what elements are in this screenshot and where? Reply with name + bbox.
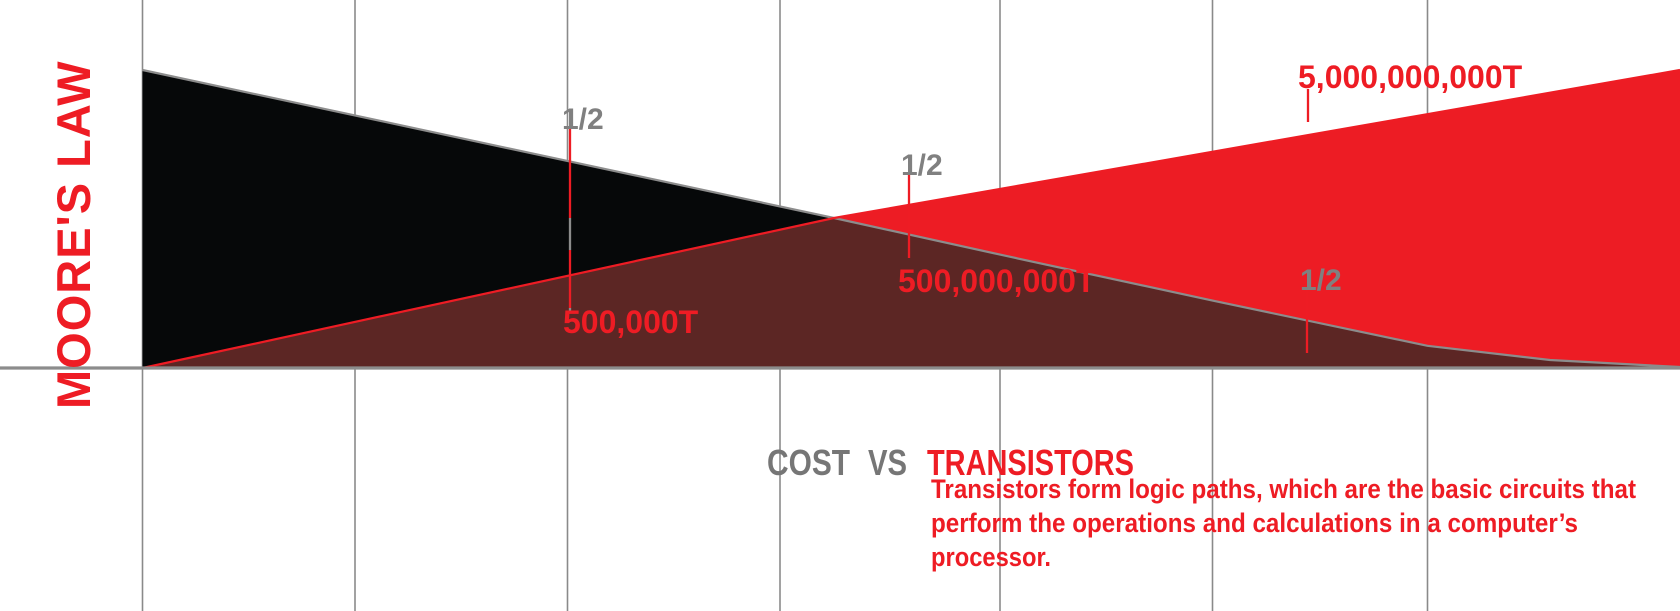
svg-text:VS: VS [868, 442, 907, 483]
svg-text:500,000,000T: 500,000,000T [898, 263, 1096, 299]
svg-text:processor.: processor. [931, 542, 1051, 572]
svg-text:1/2: 1/2 [562, 103, 604, 136]
svg-text:MOORE'S LAW: MOORE'S LAW [47, 60, 100, 409]
svg-text:500,000T: 500,000T [563, 304, 699, 340]
svg-text:5,000,000,000T: 5,000,000,000T [1298, 59, 1523, 95]
svg-text:1/2: 1/2 [901, 149, 943, 182]
svg-text:perform the operations and cal: perform the operations and calculations … [931, 508, 1578, 538]
svg-text:1/2: 1/2 [1300, 264, 1342, 297]
svg-text:Transistors form logic paths,: Transistors form logic paths, which are … [931, 474, 1636, 504]
svg-text:COST: COST [767, 442, 850, 483]
